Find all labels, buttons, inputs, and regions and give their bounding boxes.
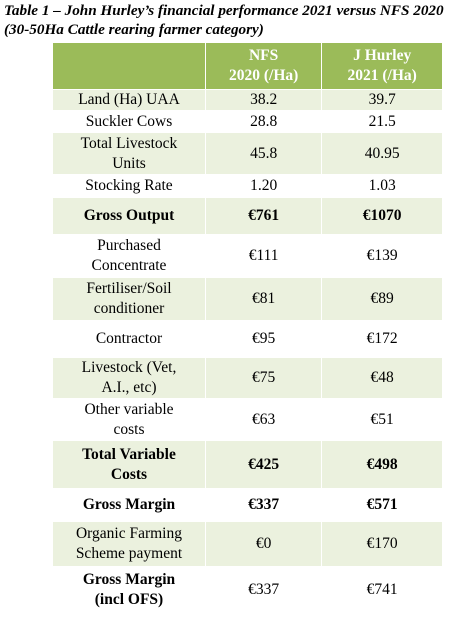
table-row: Total Variable Costs €425 €498 bbox=[52, 440, 443, 489]
value-cell: €761 bbox=[204, 197, 323, 235]
value-cell: 21.5 bbox=[321, 110, 443, 133]
value-cell: €172 bbox=[321, 320, 443, 358]
row-label: Land (Ha) UAA bbox=[52, 89, 206, 111]
table-row: Suckler Cows 28.8 21.5 bbox=[52, 110, 443, 133]
value-cell: €337 bbox=[204, 488, 323, 522]
table-row: Purchased Concentrate €111 €139 bbox=[52, 234, 443, 278]
table-row: Fertiliser/Soil conditioner €81 €89 bbox=[52, 277, 443, 321]
value-cell: €139 bbox=[321, 234, 443, 278]
header-cell: J Hurley 2021 (/Ha) bbox=[321, 42, 443, 90]
value-cell: €51 bbox=[321, 398, 443, 441]
header-line: 2020 (/Ha) bbox=[228, 67, 299, 84]
table-row: Other variable costs €63 €51 bbox=[52, 398, 443, 441]
row-label: Other variable costs bbox=[52, 398, 206, 441]
table-row: Stocking Rate 1.20 1.03 bbox=[52, 174, 443, 198]
header-row: NFS 2020 (/Ha) J Hurley 2021 (/Ha) bbox=[52, 42, 443, 90]
header-line: J Hurley bbox=[353, 47, 412, 64]
header-empty bbox=[52, 42, 206, 90]
value-cell: €89 bbox=[321, 277, 443, 321]
value-cell: 1.20 bbox=[204, 174, 323, 198]
header-line: 2021 (/Ha) bbox=[347, 67, 417, 84]
row-label: Stocking Rate bbox=[52, 174, 206, 198]
table-row: Livestock (Vet, A.I., etc) €75 €48 bbox=[52, 357, 443, 399]
row-label: Total Variable Costs bbox=[52, 440, 206, 489]
value-cell: 1.03 bbox=[321, 174, 443, 198]
value-cell: €498 bbox=[321, 440, 443, 489]
value-cell: 28.8 bbox=[204, 110, 323, 133]
value-cell: €95 bbox=[204, 320, 323, 358]
table-row: Gross Output €761 €1070 bbox=[52, 197, 443, 235]
value-cell: €170 bbox=[321, 521, 443, 567]
row-label: Organic Farming Scheme payment bbox=[52, 521, 206, 567]
value-cell: 38.2 bbox=[204, 89, 323, 111]
value-cell: 39.7 bbox=[321, 89, 443, 111]
table-row: Contractor €95 €172 bbox=[52, 320, 443, 358]
row-label: Gross Margin (incl OFS) bbox=[52, 566, 206, 613]
financial-table: NFS 2020 (/Ha) J Hurley 2021 (/Ha) Land (H… bbox=[52, 42, 443, 613]
value-cell: €75 bbox=[204, 357, 323, 399]
row-label: Total Livestock Units bbox=[52, 132, 206, 175]
table-caption: Table 1 – John Hurley’s financial perfor… bbox=[4, 2, 444, 38]
row-label: Gross Output bbox=[52, 197, 206, 235]
table-row: Organic Farming Scheme payment €0 €170 bbox=[52, 521, 443, 567]
value-cell: €48 bbox=[321, 357, 443, 399]
table-row: Gross Margin (incl OFS) €337 €741 bbox=[52, 566, 443, 613]
row-label: Purchased Concentrate bbox=[52, 234, 206, 278]
table-row: Land (Ha) UAA 38.2 39.7 bbox=[52, 89, 443, 111]
row-label: Gross Margin bbox=[52, 488, 206, 522]
header-line: NFS bbox=[248, 47, 279, 64]
row-label: Suckler Cows bbox=[52, 110, 206, 133]
header-cell: NFS 2020 (/Ha) bbox=[204, 42, 323, 90]
table-row: Gross Margin €337 €571 bbox=[52, 488, 443, 522]
value-cell: €741 bbox=[321, 566, 443, 613]
value-cell: 40.95 bbox=[321, 132, 443, 175]
row-label: Contractor bbox=[52, 320, 206, 358]
value-cell: €337 bbox=[204, 566, 323, 613]
table-row: Total Livestock Units 45.8 40.95 bbox=[52, 132, 443, 175]
value-cell: 45.8 bbox=[204, 132, 323, 175]
value-cell: €571 bbox=[321, 488, 443, 522]
row-label: Fertiliser/Soil conditioner bbox=[52, 277, 206, 321]
value-cell: €0 bbox=[204, 521, 323, 567]
value-cell: €63 bbox=[204, 398, 323, 441]
value-cell: €1070 bbox=[321, 197, 443, 235]
row-label: Livestock (Vet, A.I., etc) bbox=[52, 357, 206, 399]
value-cell: €111 bbox=[204, 234, 323, 278]
value-cell: €81 bbox=[204, 277, 323, 321]
value-cell: €425 bbox=[204, 440, 323, 489]
